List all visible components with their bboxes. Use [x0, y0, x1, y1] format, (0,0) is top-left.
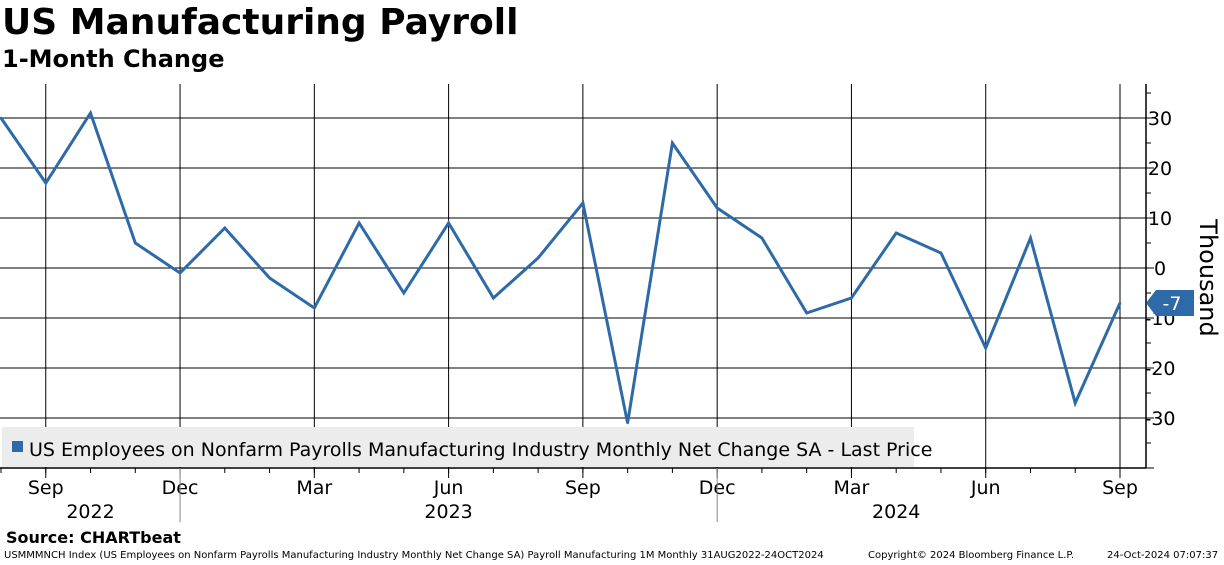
vertical-gridlines	[45, 84, 1121, 468]
y-tick-label: 30	[1148, 108, 1172, 130]
data-point	[626, 421, 629, 425]
data-point	[895, 231, 898, 235]
data-point	[1074, 401, 1077, 405]
data-point	[984, 346, 987, 350]
x-tick-label: Jun	[970, 477, 1001, 499]
last-value-badge	[1146, 290, 1194, 316]
data-point	[850, 296, 853, 300]
series-layer	[0, 109, 1122, 425]
data-point	[760, 236, 764, 240]
x-year-label: 2022	[66, 501, 114, 523]
x-tick-label: Sep	[565, 477, 601, 499]
page-title: US Manufacturing Payroll	[2, 2, 519, 43]
data-point	[1029, 236, 1032, 240]
source-note: Source: CHARTbeat	[6, 528, 181, 547]
x-tick-label: Sep	[28, 477, 64, 499]
data-point	[536, 256, 540, 260]
x-tick-label: Sep	[1102, 477, 1138, 499]
y-tick-label: -30	[1144, 408, 1175, 430]
data-point	[268, 276, 271, 280]
x-tick-label: Mar	[296, 477, 332, 499]
last-value-marker: -7	[1146, 290, 1194, 316]
data-point	[357, 221, 361, 225]
legend-background	[2, 427, 914, 467]
data-point	[402, 291, 406, 295]
legend-series-label: US Employees on Nonfarm Payrolls Manufac…	[29, 439, 932, 461]
y-tick-label: 0	[1154, 258, 1166, 280]
x-tick-label: Jun	[433, 477, 464, 499]
y-tick-label: 10	[1148, 208, 1172, 230]
data-point	[223, 226, 226, 230]
data-point	[89, 111, 92, 115]
x-tick-label: Mar	[834, 477, 870, 499]
x-year-label: 2023	[424, 501, 472, 523]
data-point	[44, 181, 47, 185]
data-point	[313, 306, 316, 310]
data-point	[0, 116, 3, 120]
data-point	[939, 251, 943, 255]
last-value-label: -7	[1163, 293, 1182, 315]
legend: US Employees on Nonfarm Payrolls Manufac…	[2, 427, 932, 467]
data-point	[671, 141, 674, 145]
copyright: Copyright© 2024 Bloomberg Finance L.P.	[868, 550, 1075, 561]
data-point	[805, 311, 808, 315]
y-axis-label: Thousand	[1194, 218, 1222, 336]
index-note: USMMMNCH Index (US Employees on Nonfarm …	[4, 550, 824, 561]
data-point	[581, 201, 585, 205]
legend-swatch	[12, 441, 23, 452]
data-point	[715, 206, 719, 210]
data-point	[1118, 301, 1122, 305]
data-point	[492, 296, 495, 300]
x-year-label: 2024	[872, 501, 920, 523]
y-tick-label: -20	[1144, 358, 1175, 380]
data-point	[134, 241, 137, 245]
timestamp: 24-Oct-2024 07:07:37	[1107, 550, 1219, 561]
data-point	[447, 221, 450, 225]
horizontal-gridlines	[0, 117, 1146, 419]
page-subtitle: 1-Month Change	[2, 45, 225, 73]
data-point	[178, 271, 182, 275]
y-tick-label: 20	[1148, 158, 1172, 180]
series-line	[0, 109, 1122, 424]
